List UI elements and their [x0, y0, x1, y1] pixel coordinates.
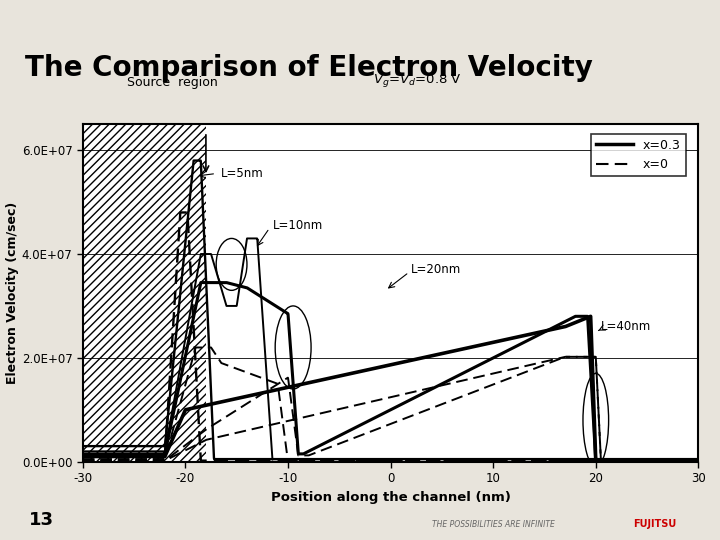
Bar	[83, 124, 206, 462]
Text: Source  region: Source region	[127, 76, 218, 89]
Bar	[83, 124, 206, 462]
Legend: x=0.3, x=0: x=0.3, x=0	[590, 134, 686, 176]
Text: FUJITSU: FUJITSU	[634, 519, 677, 529]
Y-axis label: Electron Velocity (cm/sec): Electron Velocity (cm/sec)	[6, 202, 19, 384]
Text: $V_g$=$V_d$=0.8 V: $V_g$=$V_d$=0.8 V	[373, 72, 462, 89]
Text: L=5nm: L=5nm	[221, 167, 264, 180]
Text: The Comparison of Electron Velocity: The Comparison of Electron Velocity	[25, 54, 593, 82]
X-axis label: Position along the channel (nm): Position along the channel (nm)	[271, 491, 510, 504]
Text: 13: 13	[29, 511, 54, 529]
Text: L=40nm: L=40nm	[601, 320, 651, 333]
Text: L=20nm: L=20nm	[411, 263, 462, 276]
Text: L=10nm: L=10nm	[273, 219, 323, 232]
Text: THE POSSIBILITIES ARE INFINITE: THE POSSIBILITIES ARE INFINITE	[432, 520, 555, 529]
